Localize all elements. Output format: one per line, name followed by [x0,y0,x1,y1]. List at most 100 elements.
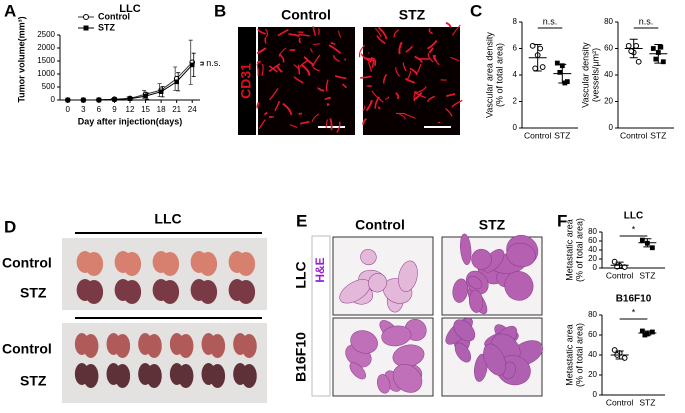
tissue [460,233,472,266]
column-title: Control [355,217,405,233]
stain-label: CD31 [238,63,254,99]
y-tick-label: 60 [588,236,597,245]
annotation: n.s. [543,16,558,26]
legend-label: STZ [98,22,116,32]
y-tick-label: 8 [513,17,518,26]
vessel [413,91,423,101]
x-tick-label: 24 [188,105,197,114]
marker [189,62,195,68]
vessel [426,39,438,50]
y-axis-label: (vessels/μm²) [590,48,600,102]
vessel [326,103,330,107]
panel-letter: C [470,1,482,20]
vessel [367,61,373,72]
vessel [301,64,311,76]
panel-letter: E [296,211,307,230]
annotation: * [632,224,636,234]
x-tick-label: 6 [97,105,102,114]
y-tick-label: 80 [588,310,597,319]
vessel [324,96,331,101]
vessel [289,124,298,128]
marker [81,97,86,103]
vessel [277,29,289,37]
photo [62,323,267,403]
y-tick-label: 80 [588,227,597,236]
x-tick-label: STZ [650,130,666,140]
lung [178,334,194,358]
vessel [398,41,403,55]
vessel [445,21,452,28]
x-tick-label: 18 [157,105,166,114]
y-tick-label: 0 [593,263,598,272]
vessel [332,55,341,63]
tissue [483,343,507,376]
marker [653,56,659,62]
y-tick-label: 20 [588,254,597,263]
marker [83,14,89,20]
error-bar [643,238,652,248]
marker [537,45,544,52]
vessel [377,106,381,110]
y-tick-label: 2000 [37,43,55,52]
vessel [325,79,329,92]
column-title: STZ [479,217,506,233]
vessel [446,93,456,97]
vessel [309,48,313,53]
y-tick-label: 40 [604,70,613,79]
stain-label: H&E [313,257,327,282]
y-tick-label: 0 [593,390,598,399]
tissue [467,276,483,290]
vessel [395,67,401,77]
vessel [298,112,303,116]
lung [83,334,99,358]
y-tick-label: 4 [513,70,518,79]
marker [174,79,179,85]
marker [557,69,563,75]
vessel [399,113,406,120]
stain-bar [238,27,256,135]
panel-letter: B [214,1,226,20]
marker [658,44,664,50]
vessel [403,113,416,119]
vessel [312,66,320,72]
vessel [325,119,328,129]
marker [639,237,645,243]
tissue [381,325,412,347]
stain-strip [311,235,331,397]
marker [143,93,148,99]
vessel [451,99,463,108]
bracket [200,61,204,66]
y-tick-label: 80 [604,17,613,26]
marker [611,347,618,353]
tissue [454,342,472,363]
vessel [415,86,427,94]
lung [122,252,142,276]
tissue [360,249,377,266]
y-axis-label: (% of total area) [574,218,584,282]
vessel [278,47,287,57]
vessel [311,54,321,68]
lung [122,280,142,304]
marker [635,58,642,65]
vessel [363,56,374,61]
y-tick-label: 40 [588,350,597,359]
vessel [336,121,341,133]
tissue [398,260,418,292]
vessel [405,70,412,81]
marker [639,328,645,334]
vessel [282,102,293,116]
row-label: Control [2,255,52,271]
vessel [258,119,266,130]
marker [532,65,539,72]
group-title: LLC [154,211,181,227]
vessel [374,96,381,109]
vessel [362,105,366,111]
lung [198,280,218,304]
tissue [392,364,423,393]
vessel [405,45,414,53]
row-label: STZ [20,285,47,301]
x-tick-label: Control [606,397,634,407]
tissue [349,362,366,380]
x-axis-label: Day after injection(days) [78,116,183,126]
annotation: n.s. [639,16,654,26]
